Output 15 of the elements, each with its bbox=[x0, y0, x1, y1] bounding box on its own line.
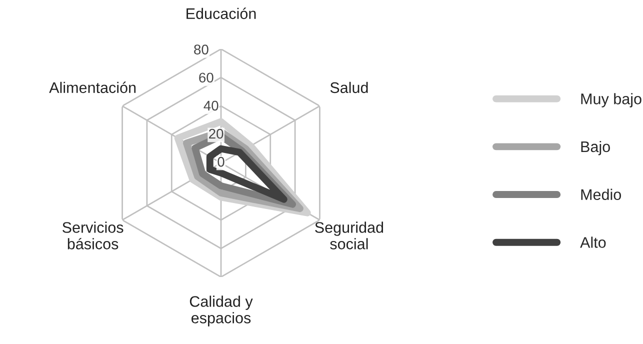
legend-label: Medio bbox=[581, 188, 621, 200]
spoke-label: Salud bbox=[330, 82, 368, 94]
y-tick-label: 20 bbox=[209, 128, 224, 139]
y-tick-label: 60 bbox=[199, 72, 214, 83]
spoke-label: Calidad y espacios bbox=[190, 296, 253, 326]
legend-label: Bajo bbox=[581, 140, 610, 156]
spoke-label: Alimentación bbox=[49, 82, 136, 94]
spoke-label: Seguridad social bbox=[315, 222, 384, 250]
spoke-label: Educación bbox=[186, 8, 256, 20]
legend-label: Alto bbox=[580, 236, 606, 248]
y-tick-label: 0 bbox=[218, 156, 224, 167]
legend-label: Muy bajo bbox=[581, 93, 642, 108]
y-tick-label: 40 bbox=[204, 100, 218, 111]
y-tick-label: 80 bbox=[194, 44, 208, 54]
spoke-label: Servicios básicos bbox=[62, 222, 124, 250]
